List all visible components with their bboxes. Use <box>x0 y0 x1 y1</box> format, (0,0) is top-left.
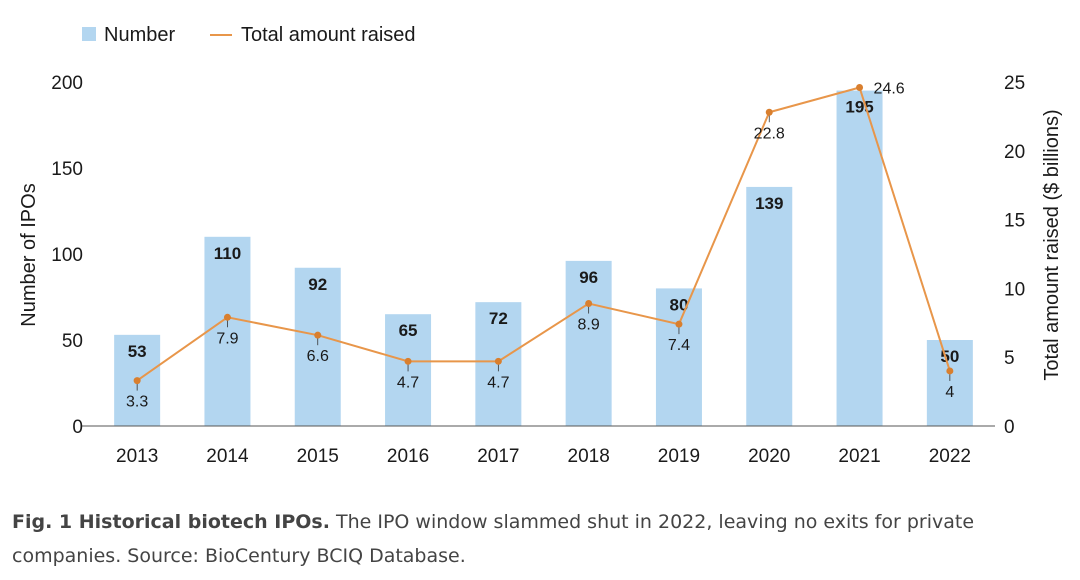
bar-2014 <box>204 236 251 426</box>
line-value-label-2015: 6.6 <box>307 348 329 365</box>
line-point-2020 <box>765 108 773 116</box>
figure-caption: Fig. 1 Historical biotech IPOs. The IPO … <box>12 505 1012 573</box>
x-tick-label-2015: 2015 <box>297 446 339 467</box>
line-series: 3.3 7.9 6.6 4.7 4.7 8.9 7.4 22.8 24.6 4 <box>126 81 954 411</box>
y2-tick-label-5: 5 <box>1004 348 1015 369</box>
line-point-2022 <box>946 367 954 375</box>
legend-label-number: Number <box>104 24 175 46</box>
x-tick-label-2014: 2014 <box>206 446 249 467</box>
caption-title: Fig. 1 Historical biotech IPOs. <box>12 511 330 533</box>
line-value-label-2013: 3.3 <box>126 394 148 411</box>
line-point-2013 <box>133 377 141 385</box>
chart: Number Total amount raised 53 110 92 65 72 96… <box>18 24 1063 467</box>
x-tick-label-2021: 2021 <box>838 446 880 467</box>
line-value-label-2016: 4.7 <box>397 374 419 391</box>
line-point-2015 <box>314 331 322 339</box>
line-point-2014 <box>223 313 231 321</box>
line-point-2016 <box>404 357 412 365</box>
line-value-label-2019: 7.4 <box>668 337 690 354</box>
bar-2018 <box>565 260 612 426</box>
y-tick-label-200: 200 <box>51 73 83 94</box>
bar-value-label-2019: 80 <box>669 295 688 314</box>
axes: 2013 2014 2015 2016 2017 2018 2019 2020 2021 2022… <box>51 73 1025 467</box>
bar-2020 <box>746 186 793 426</box>
bar-value-label-2016: 65 <box>399 321 418 340</box>
bar-value-label-2020: 139 <box>755 194 783 213</box>
caption-source: Source: BioCentury BCIQ Database. <box>127 545 466 567</box>
y2-tick-label-20: 20 <box>1004 142 1025 163</box>
bar-2022 <box>926 340 973 426</box>
line-value-label-2014: 7.9 <box>216 330 238 347</box>
line-value-label-2020: 22.8 <box>754 125 785 142</box>
line-point-2018 <box>585 300 593 308</box>
line-value-label-2018: 8.9 <box>578 317 600 334</box>
y-axis-title: Number of IPOs <box>18 183 40 326</box>
bar-series <box>114 90 973 426</box>
line-total-amount-raised <box>136 86 951 382</box>
y2-tick-label-15: 15 <box>1004 211 1025 232</box>
x-tick-label-2020: 2020 <box>748 446 790 467</box>
bar-value-label-2021: 195 <box>845 98 873 117</box>
x-tick-label-2018: 2018 <box>568 446 610 467</box>
y-tick-label-100: 100 <box>51 245 83 266</box>
line-value-label-2022: 4 <box>945 384 954 401</box>
legend-swatch-number <box>82 27 96 41</box>
bar-value-label-2013: 53 <box>128 342 147 361</box>
bar-value-label-2017: 72 <box>489 309 508 328</box>
bar-2019 <box>655 288 702 426</box>
line-point-2021 <box>856 84 864 92</box>
bar-value-label-2014: 110 <box>214 244 241 263</box>
line-value-label-2017: 4.7 <box>487 374 509 391</box>
bar-value-labels: 53 110 92 65 72 96 80 139 195 50 <box>128 98 960 366</box>
y-tick-label-150: 150 <box>51 159 83 180</box>
bar-2021 <box>836 90 883 426</box>
x-tick-label-2016: 2016 <box>387 446 429 467</box>
y2-tick-label-10: 10 <box>1004 279 1025 300</box>
line-point-2017 <box>494 357 502 365</box>
x-tick-label-2022: 2022 <box>929 446 971 467</box>
bar-value-label-2018: 96 <box>579 268 598 287</box>
y-tick-label-50: 50 <box>62 331 83 352</box>
y-tick-label-0: 0 <box>72 417 83 438</box>
bar-value-label-2022: 50 <box>940 347 959 366</box>
legend-label-total: Total amount raised <box>241 24 416 46</box>
legend: Number Total amount raised <box>82 24 416 46</box>
line-value-label-2021: 24.6 <box>874 81 905 98</box>
x-tick-label-2017: 2017 <box>477 446 519 467</box>
x-tick-label-2013: 2013 <box>116 446 158 467</box>
y2-tick-label-25: 25 <box>1004 73 1025 94</box>
bar-value-label-2015: 92 <box>308 275 327 294</box>
bar-2015 <box>294 267 341 426</box>
x-tick-label-2019: 2019 <box>658 446 700 467</box>
caption-text: The IPO window slammed shut in 2022, lea… <box>12 511 975 567</box>
y2-tick-label-0: 0 <box>1004 417 1015 438</box>
line-point-2019 <box>675 320 683 328</box>
y2-axis-title: Total amount raised ($ billions) <box>1041 109 1063 380</box>
